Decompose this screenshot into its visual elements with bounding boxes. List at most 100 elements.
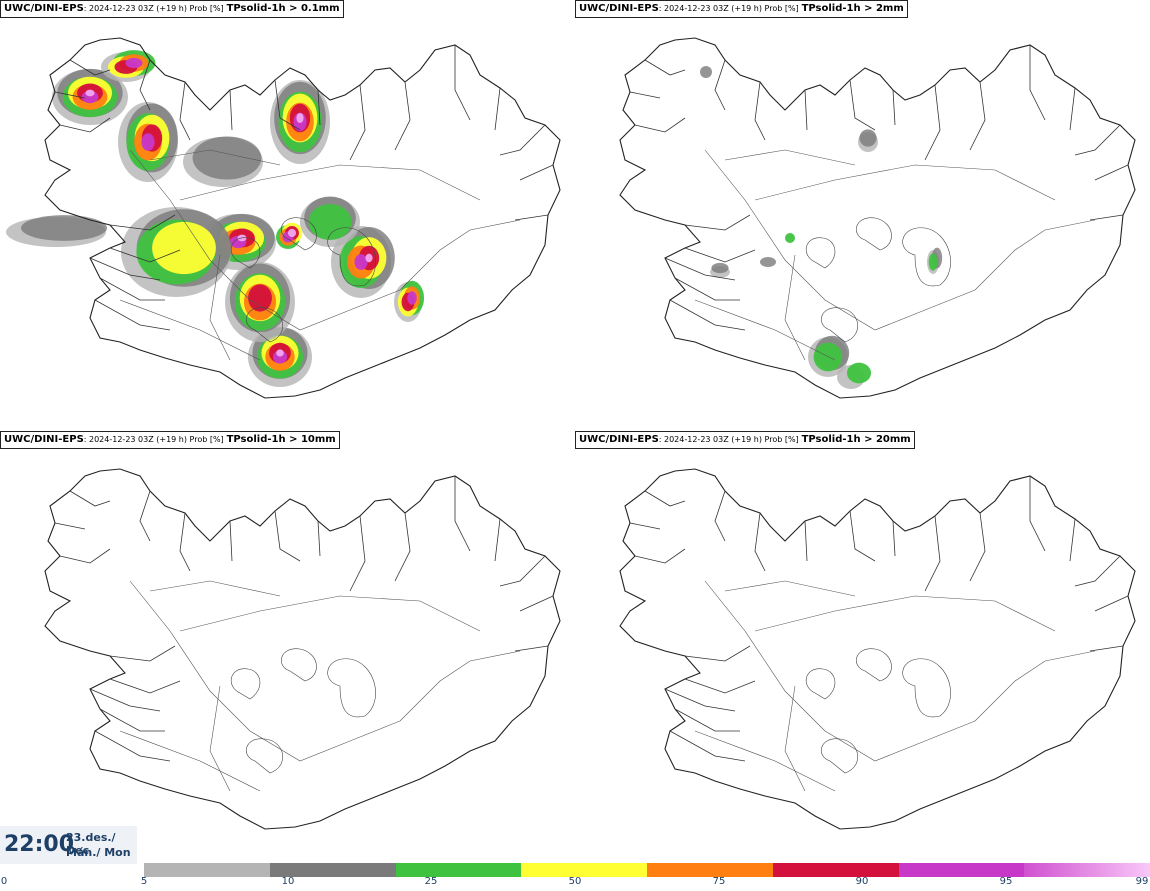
valid-time-clock: 22:00 <box>4 832 75 857</box>
glacier-outline <box>805 668 836 700</box>
panel-run: : 2024-12-23 03Z (+19 h) Prob [%] <box>658 4 799 13</box>
precip-area <box>125 57 143 69</box>
fjord-line <box>644 490 686 507</box>
colorbar-segment <box>144 863 270 877</box>
glacier-outline <box>902 227 951 287</box>
precip-area <box>354 254 368 270</box>
fjord-line <box>394 81 411 151</box>
precip-area <box>785 233 795 243</box>
colorbar-tick-label: 5 <box>140 876 148 887</box>
fjord-line <box>1074 124 1121 156</box>
fjord-line <box>684 247 756 263</box>
fjord-line <box>664 257 736 281</box>
road-line <box>209 254 231 361</box>
fjord-line <box>94 299 171 331</box>
fjord-line <box>99 708 165 732</box>
road-line <box>179 164 481 201</box>
colorbar-segment <box>269 863 396 877</box>
road-line <box>754 595 1056 632</box>
colorbar-segment <box>772 863 899 877</box>
precip-area <box>308 204 352 240</box>
fjord-line <box>1074 555 1121 587</box>
glacier-outline <box>246 307 284 343</box>
colorbar-tick-label: 50 <box>568 876 582 887</box>
fjord-line <box>274 510 301 562</box>
fjord-line <box>499 555 546 587</box>
fjord-line <box>1069 87 1076 131</box>
fjord-line <box>714 490 726 542</box>
fjord-line <box>664 688 736 712</box>
fjord-line <box>674 708 740 732</box>
colorbar-tick-label: 90 <box>855 876 869 887</box>
fjord-line <box>674 277 740 301</box>
fjord-line <box>849 510 876 562</box>
fjord-line <box>644 59 686 76</box>
road-line <box>784 254 806 361</box>
fjord-line <box>1029 45 1046 121</box>
glacier-outline <box>327 227 376 287</box>
precip-area <box>700 66 712 78</box>
panel-variable: TPsolid-1h > 0.1mm <box>226 3 340 14</box>
fjord-line <box>274 79 301 131</box>
fjord-line <box>892 89 896 126</box>
road-line <box>694 299 836 361</box>
fjord-line <box>179 81 191 141</box>
colorbar-segment <box>521 863 647 877</box>
road-line <box>129 580 401 762</box>
precip-area <box>813 342 843 372</box>
colorbar-segment <box>898 863 1025 877</box>
panel-model: UWC/DINI-EPS <box>4 434 84 445</box>
panel-run: : 2024-12-23 03Z (+19 h) Prob [%] <box>83 4 224 13</box>
iceland-map <box>619 37 1136 399</box>
iceland-map <box>6 37 561 399</box>
precip-area <box>85 89 95 97</box>
fjord-line <box>454 476 471 552</box>
probability-colorbar <box>144 863 1150 877</box>
panel-variable: TPsolid-1h > 20mm <box>801 434 911 445</box>
fjord-line <box>89 257 161 281</box>
fjord-line <box>669 730 746 762</box>
road-line <box>724 149 856 166</box>
panel-run: : 2024-12-23 03Z (+19 h) Prob [%] <box>658 435 799 444</box>
precip-area <box>141 133 155 151</box>
fjord-line <box>1069 518 1076 562</box>
fjord-line <box>317 89 321 126</box>
fjord-line <box>394 512 411 582</box>
precip-area <box>152 221 216 275</box>
fjord-line <box>229 520 233 562</box>
road-line <box>974 219 1096 291</box>
fjord-line <box>109 247 181 263</box>
road-line <box>119 299 261 361</box>
glacier-outline <box>856 648 892 682</box>
road-line <box>209 685 231 792</box>
road-line <box>754 164 1056 201</box>
road-line <box>179 595 481 632</box>
fjord-line <box>454 45 471 121</box>
fjord-line <box>139 490 151 542</box>
fjord-line <box>494 518 501 562</box>
fjord-line <box>924 515 941 592</box>
road-line <box>694 730 836 792</box>
fjord-line <box>59 117 111 133</box>
road-line <box>704 580 976 762</box>
colorbar-segment <box>1024 863 1150 877</box>
fjord-line <box>629 91 661 99</box>
coastline <box>44 37 561 399</box>
precip-area <box>248 284 272 312</box>
precip-layer <box>6 50 425 387</box>
fjord-line <box>69 490 111 507</box>
road-line <box>704 149 976 331</box>
fjord-line <box>514 214 549 221</box>
panel-run: : 2024-12-23 03Z (+19 h) Prob [%] <box>83 435 224 444</box>
glacier-outline <box>856 217 892 251</box>
precip-area <box>276 349 284 357</box>
panel-model: UWC/DINI-EPS <box>579 434 659 445</box>
fjord-line <box>317 520 321 557</box>
fjord-line <box>629 522 661 530</box>
glacier-outline <box>821 738 859 774</box>
precip-area <box>859 129 877 147</box>
road-line <box>149 149 281 166</box>
coastline <box>44 468 561 830</box>
road-line <box>974 650 1096 722</box>
fjord-line <box>349 84 366 161</box>
